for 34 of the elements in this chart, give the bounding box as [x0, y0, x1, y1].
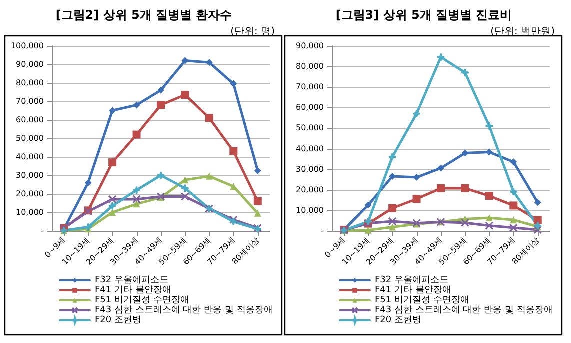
- y-tick-label: -: [321, 226, 324, 236]
- y-tick-label: 10,000: [16, 208, 44, 217]
- y-tick-label: 30,000: [16, 171, 44, 180]
- y-tick-label: 40,000: [16, 152, 44, 162]
- y-tick-label: 80,000: [296, 62, 324, 72]
- y-tick-label: 50,000: [296, 124, 324, 133]
- legend-label: F32 우울에피소드: [375, 276, 448, 286]
- y-tick-label: -: [41, 226, 44, 236]
- y-tick-label: 10,000: [296, 206, 324, 215]
- y-tick-label: 70,000: [16, 97, 44, 106]
- y-tick-label: 90,000: [296, 42, 324, 50]
- legend-label: F43 심한 스트레스에 대한 반응 및 적응장애: [375, 306, 553, 316]
- legend-label: F43 심한 스트레스에 대한 반응 및 적응장애: [95, 306, 273, 316]
- legend-label: F20 조현병: [95, 316, 142, 326]
- chart-title: [그림2] 상위 5개 질병별 환자수: [56, 8, 232, 22]
- legend-label: F51 비기질성 수면장애: [95, 296, 190, 306]
- legend-label: F41 기타 불안장애: [375, 286, 452, 296]
- y-tick-label: 20,000: [16, 190, 44, 198]
- y-tick-label: 40,000: [296, 144, 324, 154]
- y-tick-label: 50,000: [16, 134, 44, 143]
- legend-label: F51 비기질성 수면장애: [375, 296, 470, 306]
- y-tick-label: 80,000: [16, 78, 44, 88]
- legend-label: F20 조현병: [375, 316, 422, 326]
- y-tick-label: 90,000: [16, 60, 44, 69]
- y-tick-label: 60,000: [16, 116, 44, 124]
- y-tick-label: 100,000: [10, 42, 44, 50]
- chart-title: [그림3] 상위 5개 질병별 진료비: [336, 8, 512, 22]
- text: (단위: 백만원): [490, 26, 556, 38]
- legend-label: F32 우울에피소드: [95, 276, 168, 286]
- y-tick-label: 30,000: [296, 164, 324, 174]
- y-tick-label: 20,000: [296, 185, 324, 194]
- y-tick-label: 60,000: [296, 103, 324, 112]
- y-tick-label: 70,000: [296, 82, 324, 92]
- legend-label: F41 기타 불안장애: [95, 286, 172, 296]
